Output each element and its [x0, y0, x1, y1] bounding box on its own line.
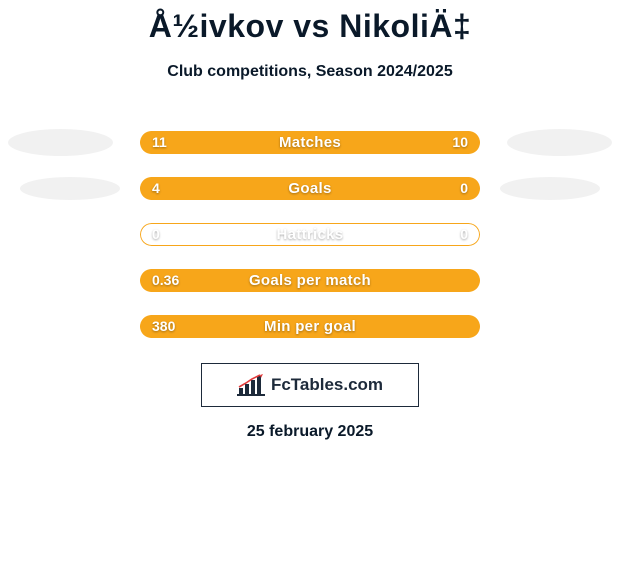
- page-title: Å½ivkov vs NikoliÄ‡: [0, 0, 620, 45]
- stat-row: 4 Goals 0: [0, 165, 620, 211]
- logo-text: FcTables.com: [271, 375, 383, 395]
- stat-label: Goals per match: [140, 269, 480, 292]
- stat-bar: 11 Matches 10: [140, 131, 480, 154]
- comparison-widget: Å½ivkov vs NikoliÄ‡ Club competitions, S…: [0, 0, 620, 441]
- stat-bar: 380 Min per goal: [140, 315, 480, 338]
- stat-label: Matches: [140, 131, 480, 154]
- chart-icon: [237, 374, 265, 396]
- stat-bar: 0.36 Goals per match: [140, 269, 480, 292]
- stat-row: 380 Min per goal: [0, 303, 620, 349]
- stats-area: 11 Matches 10 4 Goals 0 0 Hatt: [0, 119, 620, 349]
- stat-label: Goals: [140, 177, 480, 200]
- page-subtitle: Club competitions, Season 2024/2025: [0, 63, 620, 81]
- date-label: 25 february 2025: [0, 423, 620, 441]
- stat-value-right: 0: [460, 177, 468, 200]
- stat-value-right: 0: [460, 223, 468, 246]
- stat-row: 0 Hattricks 0: [0, 211, 620, 257]
- logo-box: FcTables.com: [201, 363, 419, 407]
- stat-bar: 4 Goals 0: [140, 177, 480, 200]
- stat-row: 0.36 Goals per match: [0, 257, 620, 303]
- stat-label: Min per goal: [140, 315, 480, 338]
- stat-row: 11 Matches 10: [0, 119, 620, 165]
- stat-value-right: 10: [452, 131, 468, 154]
- stat-bar: 0 Hattricks 0: [140, 223, 480, 246]
- stat-label: Hattricks: [140, 223, 480, 246]
